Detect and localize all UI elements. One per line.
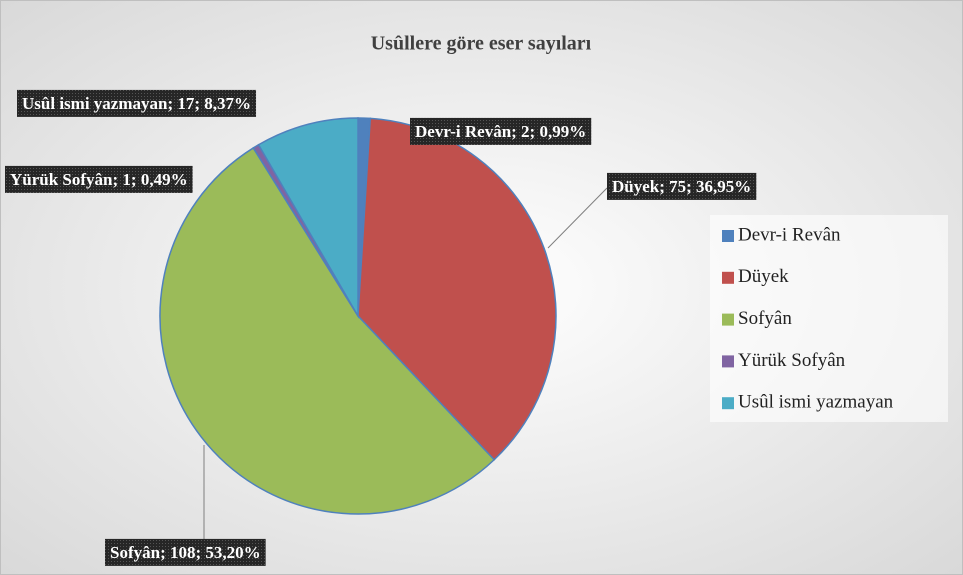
legend-label: Sofyân [738, 308, 792, 329]
legend-label: Usûl ismi yazmayan [738, 392, 894, 413]
data-label-box [410, 117, 592, 145]
data-label: Usûl ismi yazmayan; 17; 8,37% [22, 94, 251, 113]
data-label-box [607, 172, 757, 200]
data-label: Yürük Sofyân; 1; 0,49% [10, 170, 188, 189]
legend-label: Yürük Sofyân [738, 350, 846, 371]
chart-title: Usûllere göre eser sayıları [371, 33, 592, 55]
pie-slice [257, 117, 359, 319]
legend-swatch [722, 271, 734, 284]
legend [710, 215, 948, 422]
legend-label: Devr-i Revân [738, 224, 841, 245]
legend-swatch [722, 313, 734, 326]
data-label: Devr-i Revân; 2; 0,99% [415, 122, 586, 141]
pie-slice [159, 146, 496, 515]
leader-line [547, 187, 608, 249]
data-label-box [5, 165, 193, 193]
legend-swatch [722, 397, 734, 410]
legend-swatch [722, 230, 734, 242]
legend-swatch [722, 355, 734, 368]
data-label: Düyek; 75; 36,95% [612, 177, 751, 196]
data-label-box [105, 538, 266, 566]
data-label-box [17, 89, 257, 117]
legend-label: Düyek [738, 266, 789, 287]
data-label: Sofyân; 108; 53,20% [110, 543, 261, 562]
